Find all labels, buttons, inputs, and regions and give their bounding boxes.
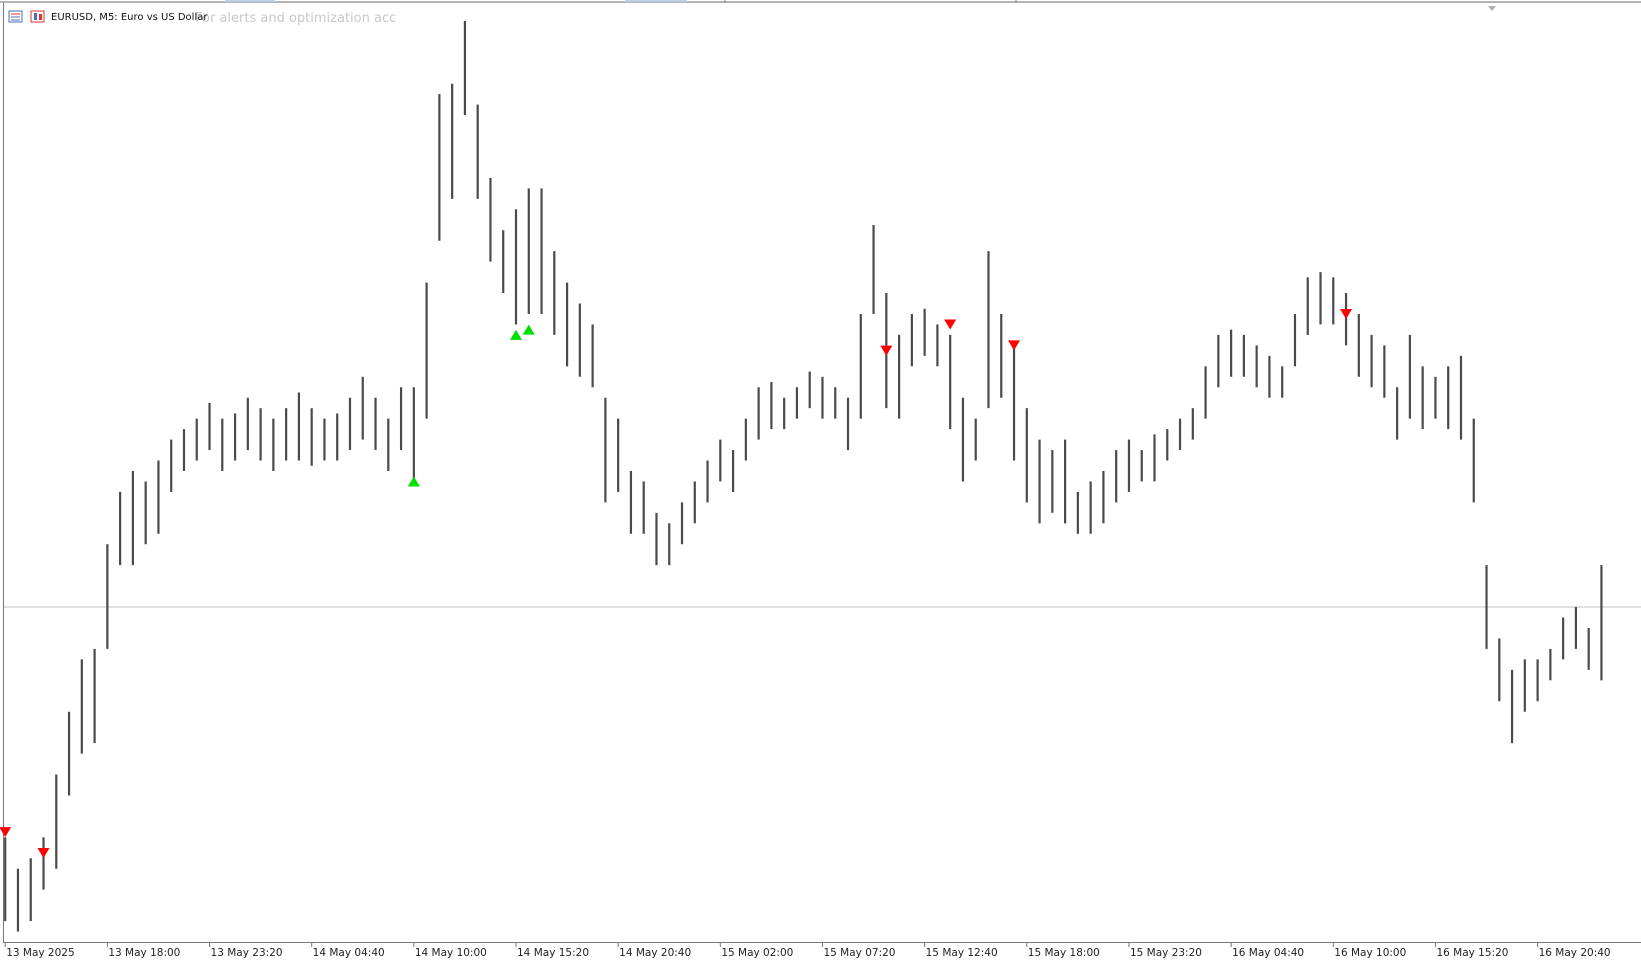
sell-arrow	[0, 827, 12, 838]
buy-arrow	[522, 324, 535, 335]
x-tick-label: 14 May 20:40	[619, 947, 691, 959]
icon	[30, 10, 45, 23]
icon	[39, 14, 42, 20]
x-tick-label: 15 May 23:20	[1130, 947, 1202, 959]
x-tick-label: 14 May 10:00	[415, 947, 487, 959]
icon	[34, 13, 37, 20]
shift-marker	[1488, 6, 1496, 11]
x-tick-label: 15 May 02:00	[721, 947, 793, 959]
sell-arrow	[37, 848, 50, 859]
x-tick-label: 15 May 07:20	[823, 947, 895, 959]
tab	[225, 0, 275, 2]
x-tick-label: 13 May 18:00	[108, 947, 180, 959]
x-tick-label: 15 May 12:40	[926, 947, 998, 959]
sell-arrow	[944, 319, 957, 330]
x-tick-label: 13 May 23:20	[211, 947, 283, 959]
x-tick-label: 13 May 2025	[6, 947, 74, 959]
sell-arrow	[1340, 308, 1353, 319]
chart-subtitle: For alerts and optimization acc	[195, 11, 396, 26]
x-tick-label: 16 May 15:20	[1436, 947, 1508, 959]
sell-arrow	[1008, 340, 1021, 351]
buy-arrow	[510, 329, 522, 340]
x-tick-label: 14 May 04:40	[313, 947, 385, 959]
x-tick-label: 14 May 15:20	[517, 947, 589, 959]
buy-arrow	[407, 476, 420, 487]
x-tick-label: 16 May 20:40	[1539, 947, 1611, 959]
sell-arrow	[880, 345, 893, 356]
x-tick-label: 16 May 04:40	[1232, 947, 1304, 959]
chart-title: EURUSD, M5: Euro vs US Dollar	[51, 12, 208, 23]
x-tick-label: 15 May 18:00	[1028, 947, 1100, 959]
x-tick-label: 16 May 10:00	[1334, 947, 1406, 959]
tab	[625, 0, 687, 2]
